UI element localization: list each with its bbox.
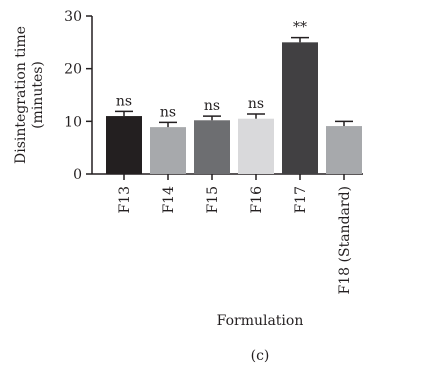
x-axis-title: Formulation: [216, 313, 304, 329]
y-tick-label: 0: [73, 167, 82, 183]
significance-label: ns: [204, 98, 220, 114]
x-tick-label: F13: [117, 186, 133, 214]
y-tick-label: 10: [64, 114, 82, 130]
x-tick-label: F14: [161, 186, 177, 214]
bar: [282, 42, 318, 175]
x-tick-label: F15: [205, 186, 221, 214]
bar: [238, 118, 274, 174]
panel-label: (c): [250, 348, 270, 364]
significance-label: ns: [160, 104, 176, 120]
bars: ns ns ns ns **: [106, 20, 362, 175]
y-axis-title-line1: Disintegration time: [13, 26, 29, 164]
bar: [326, 126, 362, 174]
y-tick-label: 20: [64, 62, 82, 78]
y-axis-title-line2: (minutes): [30, 61, 46, 129]
significance-label: **: [293, 20, 307, 36]
significance-label: ns: [116, 93, 132, 109]
x-tick-label: F16: [249, 186, 265, 214]
bar: [150, 127, 186, 174]
x-tick-label: F17: [293, 186, 309, 214]
significance-label: ns: [248, 96, 264, 112]
x-tick-labels: F13 F14 F15 F16 F17 F18 (Standard): [117, 174, 353, 294]
y-tick-label: 30: [64, 9, 82, 25]
bar: [194, 120, 230, 174]
bar: [106, 116, 142, 174]
x-tick-label: F18 (Standard): [337, 186, 353, 294]
y-axis-title: Disintegration time (minutes): [0, 10, 60, 180]
